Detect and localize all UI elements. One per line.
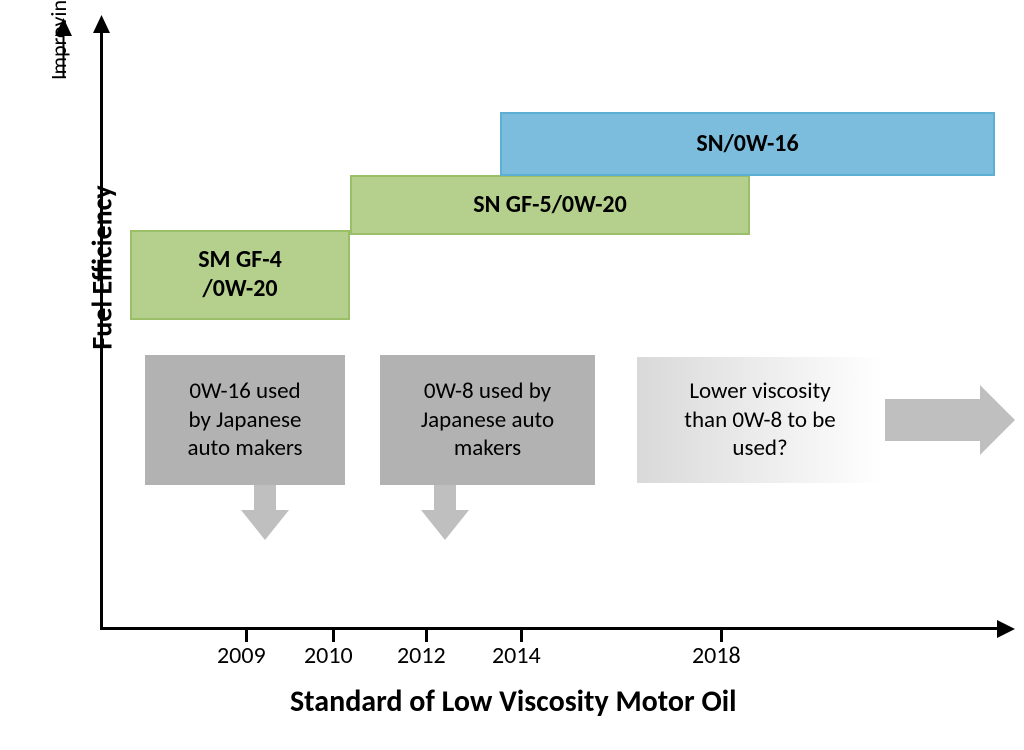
plot-area: 20092010201220142018 SM GF-4 /0W-20SN GF… — [100, 30, 1000, 630]
y-axis-line — [100, 30, 103, 630]
chart-container: Fuel Efficiency Improving 20092010201220… — [30, 20, 1010, 720]
x-tick-label: 2010 — [304, 641, 353, 670]
x-tick — [332, 627, 335, 642]
x-tick — [245, 627, 248, 642]
x-tick-label: 2012 — [397, 641, 446, 670]
callout-box: 0W-8 used by Japanese auto makers — [380, 355, 595, 485]
callout-box: 0W-16 used by Japanese auto makers — [145, 355, 345, 485]
x-tick-label: 2009 — [217, 641, 266, 670]
x-tick-label: 2014 — [492, 641, 541, 670]
improving-arrowhead-icon — [55, 18, 72, 78]
oil-standard-bar: SM GF-4 /0W-20 — [130, 230, 350, 320]
callout-down-arrow-icon — [421, 485, 469, 540]
x-axis-arrowhead-icon — [997, 620, 1015, 638]
x-tick — [425, 627, 428, 642]
x-axis-line — [100, 627, 1000, 630]
oil-standard-bar: SN GF-5/0W-20 — [350, 175, 750, 235]
oil-standard-bar: SN/0W-16 — [500, 112, 995, 176]
y-axis-arrowhead-icon — [93, 15, 110, 33]
x-tick-label: 2018 — [692, 641, 741, 670]
x-tick — [520, 627, 523, 642]
callout-box: Lower viscosity than 0W-8 to be used? — [635, 355, 885, 485]
x-axis-label: Standard of Low Viscosity Motor Oil — [290, 683, 737, 720]
x-tick — [720, 627, 723, 642]
callout-down-arrow-icon — [241, 485, 289, 540]
callout-right-arrow-icon — [885, 385, 1015, 455]
